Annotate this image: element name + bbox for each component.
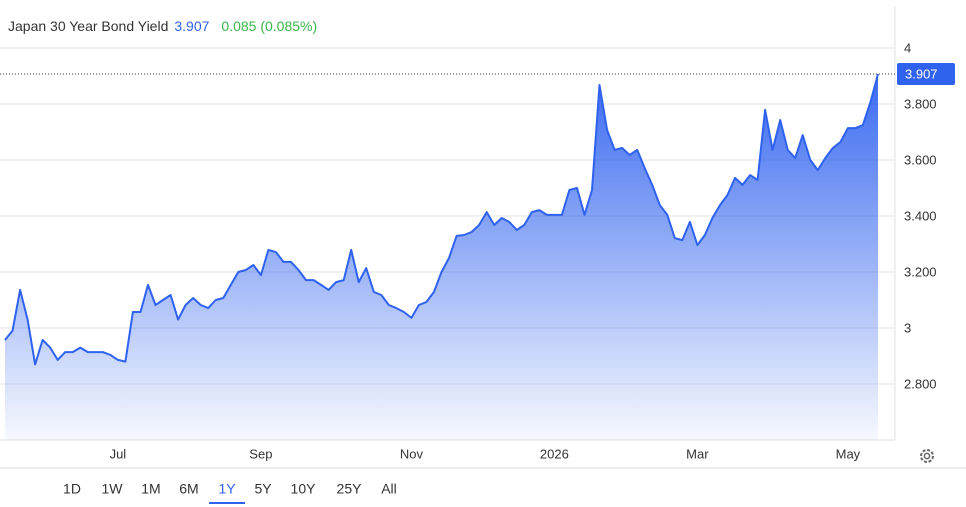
range-button[interactable]: 1Y	[209, 481, 245, 504]
x-tick-label: Jul	[110, 446, 127, 461]
x-tick-label: Sep	[249, 446, 272, 461]
x-tick-label: Mar	[686, 446, 709, 461]
x-tick-label: 2026	[540, 446, 569, 461]
range-label[interactable]: 25Y	[337, 481, 363, 497]
y-tick-label: 3.800	[904, 96, 937, 111]
last-value-label: 3.907	[905, 66, 938, 81]
current-value: 3.907	[174, 18, 209, 34]
range-label[interactable]: 6M	[179, 481, 198, 497]
x-tick-label: Nov	[400, 446, 424, 461]
line	[4, 73, 879, 366]
y-tick-label: 3.600	[904, 152, 937, 167]
header: Japan 30 Year Bond Yield 3.907 0.085 (0.08…	[8, 18, 317, 34]
y-tick-label: 3.200	[904, 264, 937, 279]
range-label[interactable]: 1D	[63, 481, 81, 497]
x-tick-label: May	[836, 446, 861, 461]
settings-button[interactable]	[920, 449, 934, 463]
range-label[interactable]: 1M	[141, 481, 160, 497]
y-tick-label: 3	[904, 320, 911, 335]
range-label[interactable]: All	[381, 481, 397, 497]
last-value-badge	[897, 63, 955, 86]
y-tick-label: 3.400	[904, 208, 937, 223]
range-button[interactable]: 10Y	[291, 481, 317, 497]
change-label: 0.085 (0.085%)	[221, 18, 317, 34]
range-button[interactable]: 5Y	[254, 481, 272, 497]
range-button[interactable]: 25Y	[337, 481, 363, 497]
range-button[interactable]: 1D	[63, 481, 81, 497]
chart-title: Japan 30 Year Bond Yield	[8, 18, 168, 34]
y-tick-label: 2.800	[904, 376, 937, 391]
range-label[interactable]: 10Y	[291, 481, 317, 497]
y-tick-label: 4	[904, 40, 911, 55]
area-fill	[5, 74, 878, 440]
range-button[interactable]: All	[381, 481, 397, 497]
range-button[interactable]: 6M	[179, 481, 198, 497]
range-label[interactable]: 5Y	[254, 481, 272, 497]
range-label[interactable]: 1Y	[218, 481, 236, 497]
range-button[interactable]: 1M	[141, 481, 160, 497]
range-button[interactable]: 1W	[102, 481, 124, 497]
range-label[interactable]: 1W	[102, 481, 124, 497]
